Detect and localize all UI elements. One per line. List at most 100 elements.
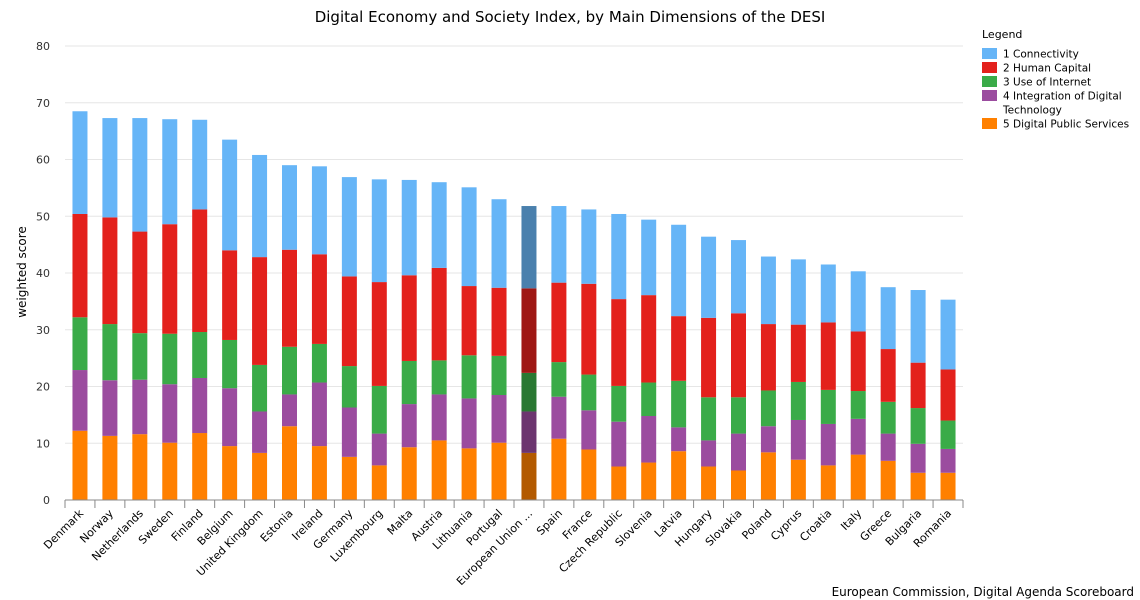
- bar-segment[interactable]: [401, 447, 417, 500]
- bar-segment[interactable]: [820, 423, 836, 466]
- bar-stack[interactable]: [641, 219, 657, 500]
- bar-segment[interactable]: [521, 452, 537, 500]
- bar-segment[interactable]: [850, 331, 866, 392]
- bar-segment[interactable]: [72, 370, 88, 431]
- bar-stack[interactable]: [461, 187, 477, 500]
- bar-segment[interactable]: [731, 313, 746, 398]
- bar-stack[interactable]: [72, 111, 88, 500]
- bar-segment[interactable]: [341, 407, 357, 457]
- bar-stack[interactable]: [581, 209, 597, 500]
- bar-segment[interactable]: [910, 408, 926, 444]
- bar-segment[interactable]: [132, 333, 148, 380]
- bar-segment[interactable]: [820, 322, 836, 390]
- bar-segment[interactable]: [192, 119, 208, 210]
- legend-item[interactable]: 1 Connectivity: [982, 48, 1079, 61]
- bar-segment[interactable]: [311, 254, 327, 344]
- bar-segment[interactable]: [551, 362, 567, 397]
- bar-segment[interactable]: [611, 299, 627, 386]
- bar-segment[interactable]: [461, 355, 477, 399]
- bar-segment[interactable]: [731, 397, 746, 434]
- bar-stack[interactable]: [341, 177, 357, 500]
- bar-segment[interactable]: [192, 377, 208, 434]
- bar-segment[interactable]: [760, 452, 776, 500]
- bar-segment[interactable]: [521, 372, 537, 412]
- bar-segment[interactable]: [671, 316, 687, 381]
- bar-segment[interactable]: [790, 459, 806, 500]
- bar-stack[interactable]: [731, 240, 746, 500]
- bar-segment[interactable]: [102, 217, 118, 325]
- bar-segment[interactable]: [940, 472, 956, 500]
- bar-segment[interactable]: [282, 426, 297, 500]
- bar-segment[interactable]: [192, 433, 208, 500]
- bar-segment[interactable]: [641, 295, 657, 383]
- bar-segment[interactable]: [311, 446, 327, 500]
- bar-segment[interactable]: [162, 119, 178, 225]
- bar-segment[interactable]: [341, 177, 357, 277]
- bar-segment[interactable]: [72, 213, 88, 318]
- bar-stack[interactable]: [371, 179, 387, 500]
- bar-segment[interactable]: [282, 165, 297, 250]
- bar-segment[interactable]: [581, 283, 597, 375]
- bar-segment[interactable]: [880, 401, 896, 434]
- bar-segment[interactable]: [820, 264, 836, 323]
- bar-segment[interactable]: [222, 139, 238, 251]
- bar-segment[interactable]: [880, 433, 896, 461]
- bar-segment[interactable]: [341, 276, 357, 367]
- bar-segment[interactable]: [551, 206, 567, 283]
- bar-segment[interactable]: [461, 286, 477, 356]
- bar-segment[interactable]: [102, 380, 118, 436]
- bar-stack[interactable]: [102, 118, 118, 500]
- bar-segment[interactable]: [282, 346, 297, 395]
- bar-segment[interactable]: [671, 380, 687, 428]
- bar-segment[interactable]: [222, 250, 238, 340]
- bar-segment[interactable]: [192, 209, 208, 333]
- bar-stack[interactable]: [850, 271, 866, 500]
- bar-segment[interactable]: [940, 369, 956, 421]
- bar-segment[interactable]: [820, 389, 836, 424]
- bar-segment[interactable]: [311, 382, 327, 447]
- bar-segment[interactable]: [341, 456, 357, 500]
- bar-stack[interactable]: [282, 165, 297, 500]
- bar-segment[interactable]: [611, 385, 627, 422]
- bar-segment[interactable]: [731, 470, 746, 500]
- bar-stack[interactable]: [192, 119, 208, 500]
- bar-segment[interactable]: [132, 118, 148, 232]
- bar-segment[interactable]: [431, 182, 447, 268]
- bar-segment[interactable]: [162, 442, 178, 500]
- bar-segment[interactable]: [701, 236, 717, 318]
- bar-segment[interactable]: [910, 290, 926, 363]
- legend-item[interactable]: 2 Human Capital: [982, 62, 1091, 75]
- bar-segment[interactable]: [461, 398, 477, 449]
- bar-segment[interactable]: [72, 111, 88, 214]
- bar-segment[interactable]: [401, 360, 417, 405]
- bar-segment[interactable]: [252, 411, 268, 453]
- bar-stack[interactable]: [820, 264, 836, 500]
- bar-segment[interactable]: [491, 287, 507, 356]
- bar-segment[interactable]: [701, 440, 717, 467]
- bar-segment[interactable]: [850, 271, 866, 332]
- bar-segment[interactable]: [880, 460, 896, 500]
- bar-segment[interactable]: [760, 256, 776, 325]
- bar-segment[interactable]: [132, 379, 148, 435]
- bar-stack[interactable]: [252, 154, 268, 500]
- bar-segment[interactable]: [162, 224, 178, 334]
- bar-stack[interactable]: [551, 206, 567, 500]
- bar-segment[interactable]: [431, 267, 447, 361]
- bar-segment[interactable]: [371, 179, 387, 283]
- bar-segment[interactable]: [790, 324, 806, 382]
- bar-segment[interactable]: [132, 231, 148, 334]
- bar-segment[interactable]: [491, 395, 507, 443]
- bar-stack[interactable]: [910, 290, 926, 500]
- bar-segment[interactable]: [371, 433, 387, 466]
- bar-segment[interactable]: [162, 333, 178, 385]
- bar-segment[interactable]: [790, 381, 806, 420]
- bar-segment[interactable]: [491, 355, 507, 396]
- bar-segment[interactable]: [671, 451, 687, 500]
- bar-segment[interactable]: [551, 282, 567, 363]
- bar-segment[interactable]: [102, 435, 118, 500]
- bar-segment[interactable]: [282, 249, 297, 347]
- bar-segment[interactable]: [192, 332, 208, 378]
- bar-segment[interactable]: [222, 339, 238, 389]
- bar-stack[interactable]: [760, 256, 776, 500]
- bar-segment[interactable]: [282, 394, 297, 427]
